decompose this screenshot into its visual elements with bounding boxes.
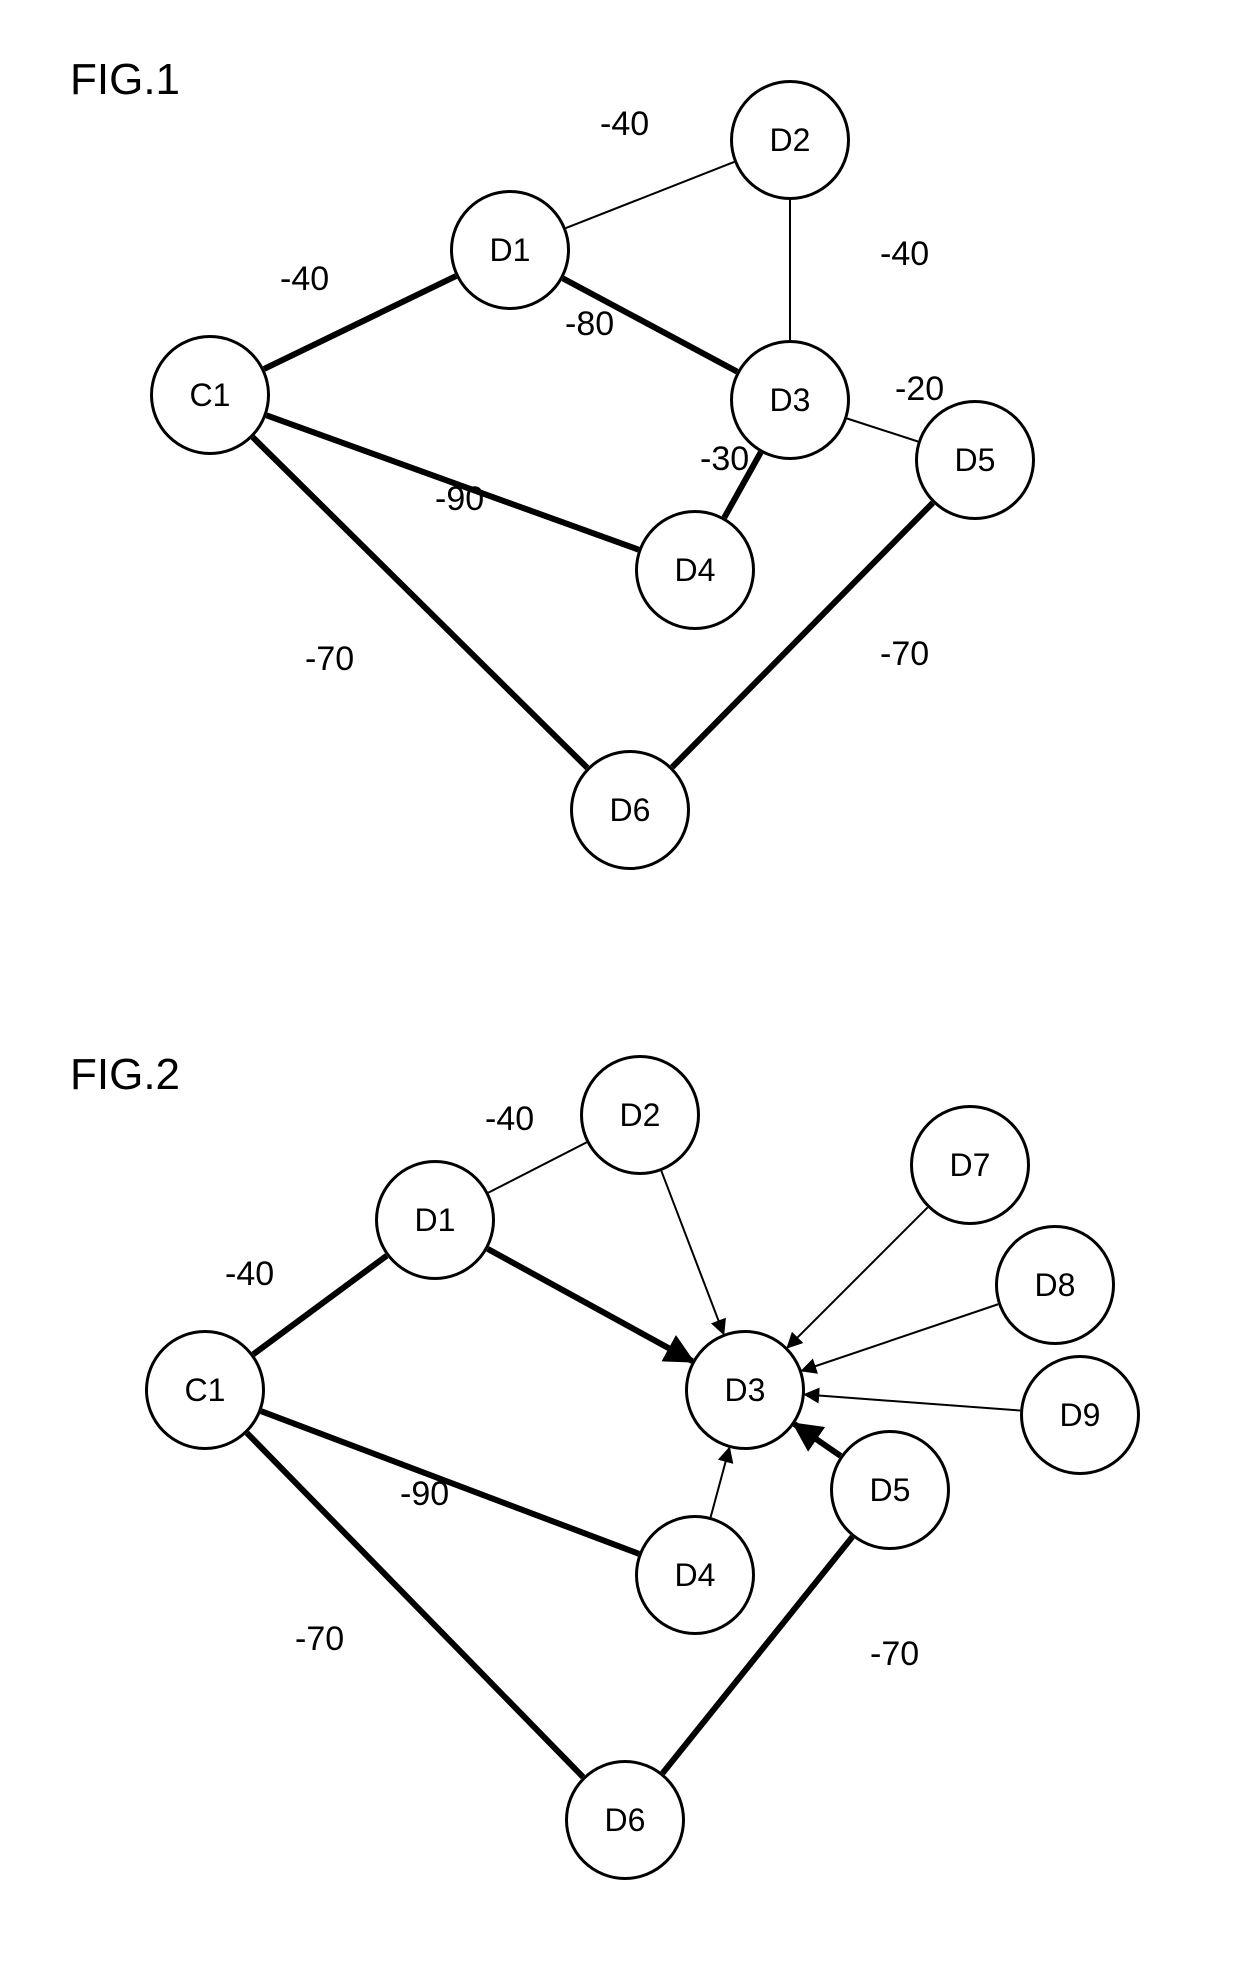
node-D1: D1	[450, 190, 570, 310]
node-D6: D6	[570, 750, 690, 870]
edge-D3-D5	[847, 419, 918, 442]
node-label: D6	[605, 1802, 646, 1839]
edge-label-C1-D6: -70	[295, 1620, 344, 1659]
node-label: D1	[415, 1202, 456, 1239]
node-label: D3	[725, 1372, 766, 1409]
node-D1: D1	[375, 1160, 495, 1280]
edge-D9-D3	[805, 1394, 1020, 1410]
edge-label-C1-D4: -90	[400, 1475, 449, 1514]
node-label: D3	[770, 382, 811, 419]
edge-label-D1-D2: -40	[485, 1100, 534, 1139]
node-D4: D4	[635, 510, 755, 630]
node-D5: D5	[830, 1430, 950, 1550]
edge-C1-D4	[261, 1411, 639, 1554]
edge-label-D3-D5: -20	[895, 370, 944, 409]
node-label: D6	[610, 792, 651, 829]
node-D5: D5	[915, 400, 1035, 520]
edge-layer	[0, 0, 1240, 1988]
node-label: D5	[955, 442, 996, 479]
edge-D1-D2	[566, 162, 734, 228]
node-label: D9	[1060, 1397, 1101, 1434]
edge-D1-D3	[488, 1249, 693, 1361]
node-label: C1	[190, 377, 231, 414]
node-label: D1	[490, 232, 531, 269]
edge-D7-D3	[787, 1207, 927, 1347]
node-D9: D9	[1020, 1355, 1140, 1475]
node-label: D8	[1035, 1267, 1076, 1304]
node-label: D2	[770, 122, 811, 159]
node-label: D5	[870, 1472, 911, 1509]
node-label: D2	[620, 1097, 661, 1134]
node-label: D4	[675, 552, 716, 589]
fig2-title: FIG.2	[70, 1050, 180, 1100]
edge-label-D1-D2: -40	[600, 105, 649, 144]
edge-label-C1-D1: -40	[280, 260, 329, 299]
node-D4: D4	[635, 1515, 755, 1635]
fig1-title: FIG.1	[70, 55, 180, 105]
edge-D1-D2	[488, 1142, 586, 1192]
node-label: C1	[185, 1372, 226, 1409]
node-C1: C1	[150, 335, 270, 455]
node-label: D4	[675, 1557, 716, 1594]
node-D2: D2	[580, 1055, 700, 1175]
node-D2: D2	[730, 80, 850, 200]
node-label: D7	[950, 1147, 991, 1184]
edge-label-C1-D6: -70	[305, 640, 354, 679]
edge-D4-D3	[711, 1448, 730, 1517]
node-D3: D3	[685, 1330, 805, 1450]
edge-label-C1-D4: -90	[435, 480, 484, 519]
edge-label-D1-D3: -80	[565, 305, 614, 344]
node-C1: C1	[145, 1330, 265, 1450]
node-D6: D6	[565, 1760, 685, 1880]
edge-C1-D6	[253, 437, 588, 768]
edge-D8-D3	[802, 1304, 998, 1371]
edge-label-D2-D3: -40	[880, 235, 929, 274]
edge-label-C1-D1: -40	[225, 1255, 274, 1294]
edge-label-D3-D4: -30	[700, 440, 749, 479]
edge-label-D5-D6: -70	[870, 1635, 919, 1674]
edge-label-D5-D6: -70	[880, 635, 929, 674]
node-D8: D8	[995, 1225, 1115, 1345]
edge-D5-D3	[794, 1424, 840, 1456]
node-D7: D7	[910, 1105, 1030, 1225]
edge-D2-D3	[661, 1171, 723, 1334]
